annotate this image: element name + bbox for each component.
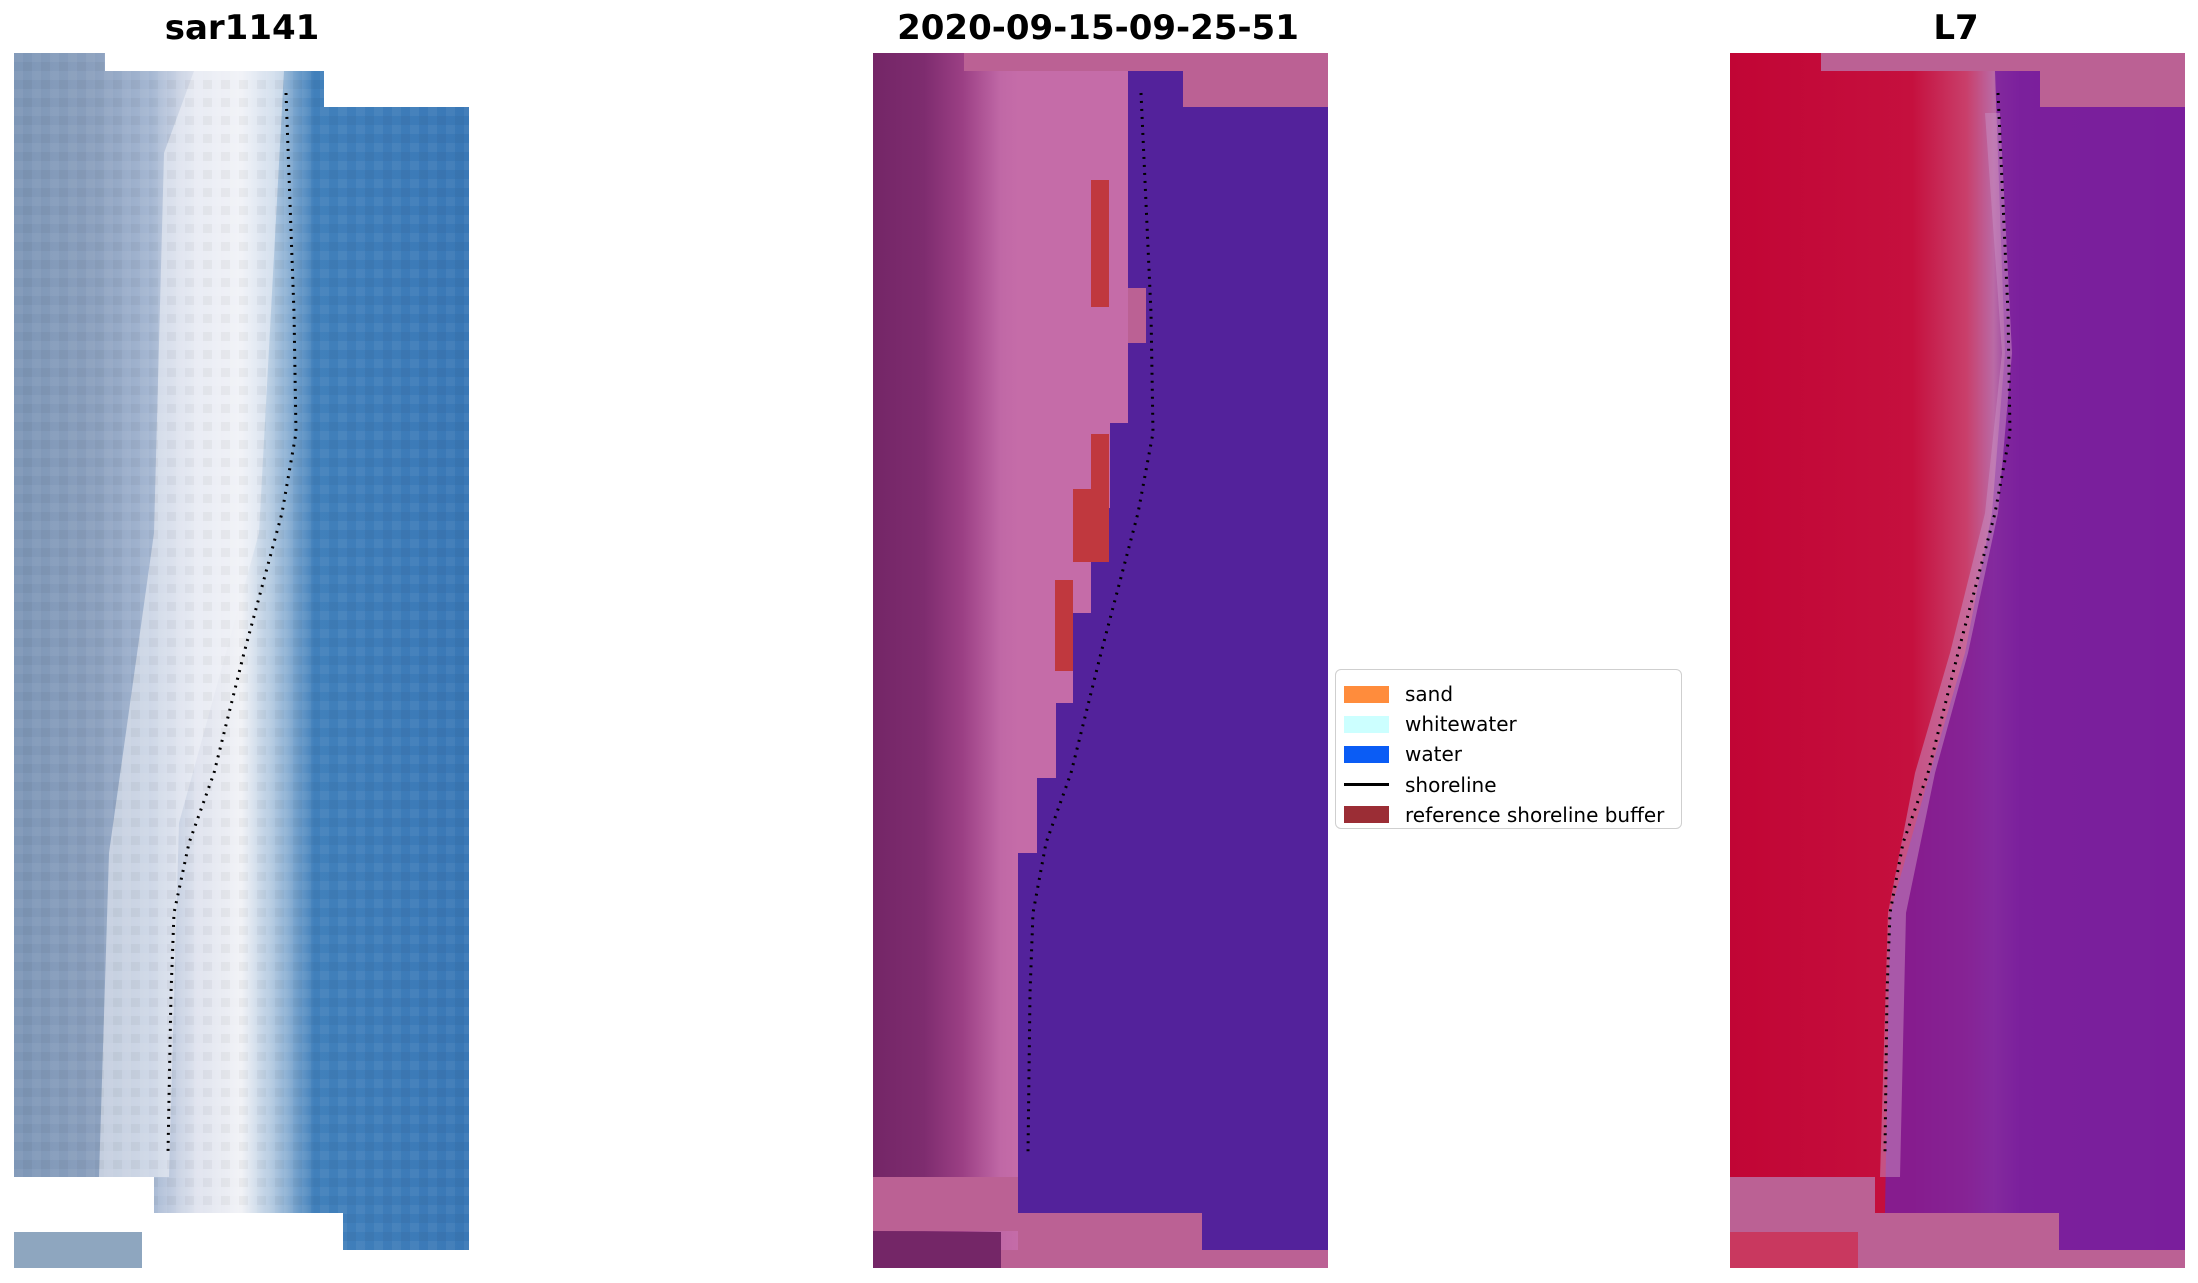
sand-swatch [1344,685,1389,703]
shoreline [1883,92,2012,1154]
legend-item-shoreline: shoreline [1344,770,1681,800]
shoreline [166,92,298,1154]
legend-item-water: water [1344,739,1681,769]
rgb-image-fragment [14,1232,142,1268]
panel-title-rgb: sar1141 [164,8,320,48]
reference-buffer-cell [1091,434,1109,507]
ndwi-water-region [1885,71,2185,1250]
nodata-strip [873,1177,1018,1231]
reference-buffer-cell [1073,489,1109,562]
panel-title-satellite: L7 [1933,8,1979,48]
nodata-strip [1730,1177,1875,1231]
reference-buffer-cell [1091,180,1109,307]
rgb-image-panel [14,53,469,1268]
classified-image-panel [873,53,1328,1268]
ndwi-image-panel [1730,53,2185,1268]
water-swatch [1344,745,1389,763]
legend-item-reference-buffer: reference shoreline buffer [1344,800,1681,830]
reference-buffer-swatch [1344,806,1389,824]
legend-item-whitewater: whitewater [1344,709,1681,739]
shoreline [1026,92,1155,1154]
panel-title-date: 2020-09-15-09-25-51 [897,8,1299,48]
shoreline-swatch [1344,783,1389,787]
legend-item-sand: sand [1344,679,1681,709]
reference-buffer-cell [1055,580,1073,671]
whitewater-swatch [1344,715,1389,733]
water-area [1018,71,1328,1250]
legend: sand whitewater water shoreline referenc… [1335,669,1682,829]
